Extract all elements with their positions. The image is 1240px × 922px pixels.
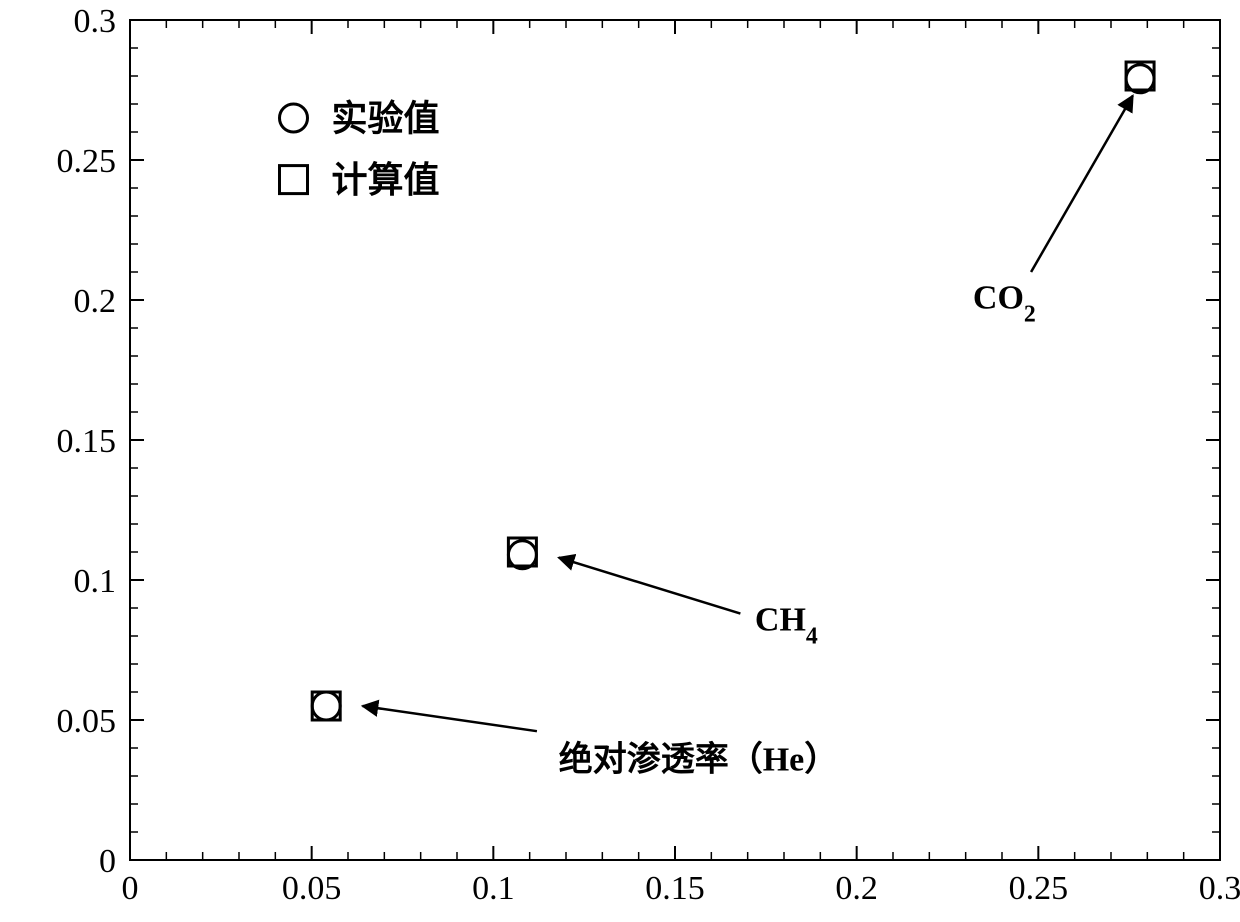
x-tick-label: 0.2 bbox=[835, 870, 878, 907]
y-tick-label: 0.1 bbox=[74, 563, 117, 600]
annotation-label-he: 绝对渗透率（He） bbox=[559, 739, 839, 778]
y-tick-label: 0.15 bbox=[57, 423, 117, 460]
x-tick-label: 0.15 bbox=[645, 870, 705, 907]
y-tick-label: 0.2 bbox=[74, 283, 117, 320]
x-tick-label: 0.05 bbox=[282, 870, 342, 907]
y-tick-label: 0.05 bbox=[57, 703, 117, 740]
legend-item-label: 实验值 bbox=[332, 99, 440, 139]
scatter-chart: 0 0.05 0.1 0.15 0.2 0.25 0.3 0 0.05 0.1 0.15 0.2 0.2… bbox=[0, 0, 1240, 922]
x-tick-label: 0.25 bbox=[1009, 870, 1069, 907]
x-tick-label: 0 bbox=[122, 870, 139, 907]
y-tick-label: 0.3 bbox=[74, 3, 117, 40]
x-tick-label: 0.1 bbox=[472, 870, 515, 907]
y-tick-label: 0 bbox=[99, 843, 116, 880]
legend-item-label: 计算值 bbox=[332, 160, 440, 200]
y-tick-label: 0.25 bbox=[57, 143, 117, 180]
x-tick-label: 0.3 bbox=[1199, 870, 1240, 907]
